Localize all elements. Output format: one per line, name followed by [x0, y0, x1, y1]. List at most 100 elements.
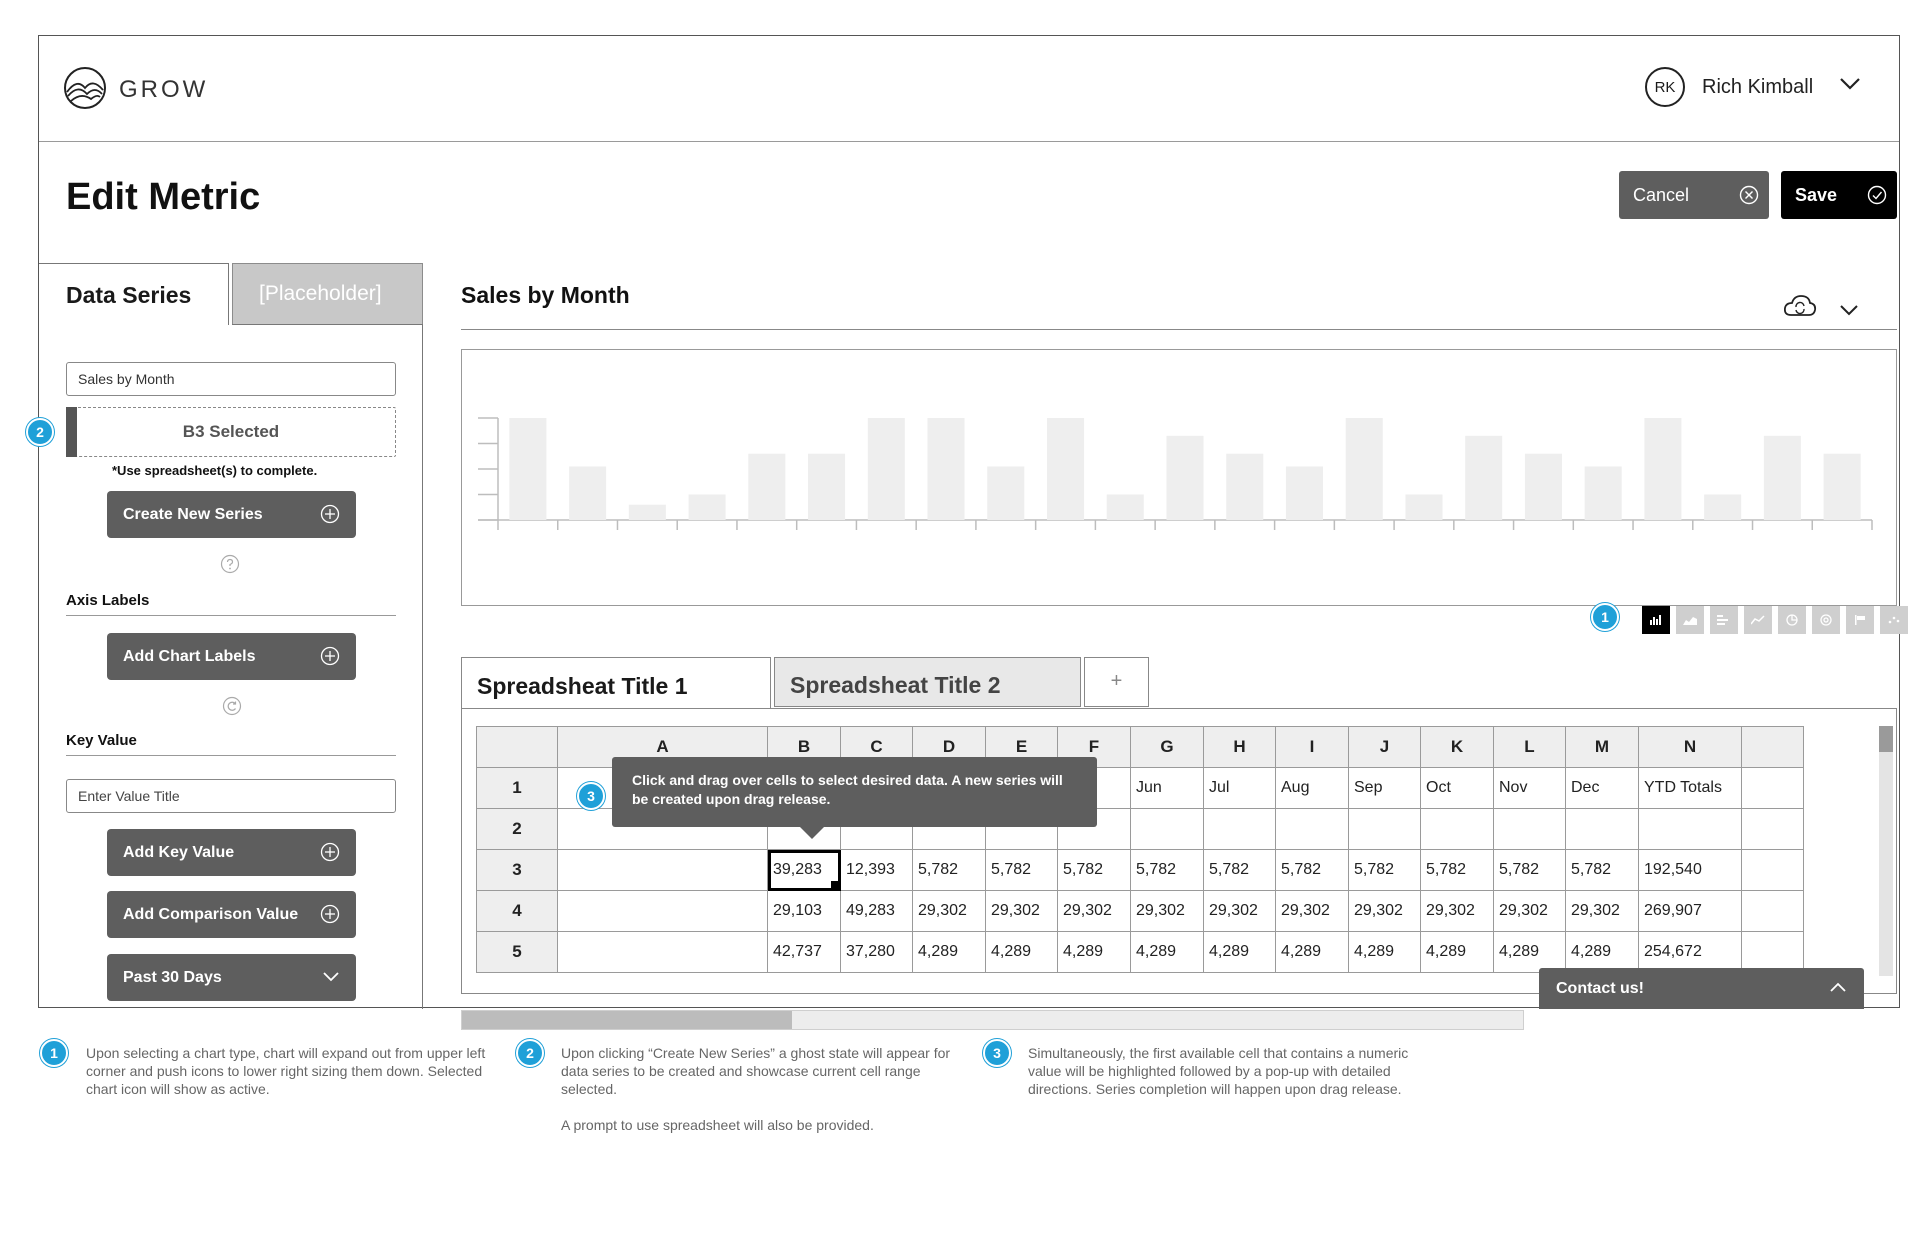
table-cell[interactable]: 4,289 [1130, 931, 1204, 973]
corner-cell[interactable] [476, 726, 558, 768]
table-cell[interactable]: 4,289 [912, 931, 986, 973]
table-cell[interactable]: Sep [1348, 767, 1421, 809]
donut-chart-icon[interactable] [1812, 606, 1840, 634]
table-cell[interactable]: 49,283 [840, 890, 913, 932]
table-cell[interactable]: 4,289 [1057, 931, 1131, 973]
horizontal-scrollbar[interactable] [461, 1010, 1524, 1030]
cloud-sync-icon[interactable] [1783, 294, 1817, 318]
table-cell[interactable] [557, 890, 768, 932]
table-cell[interactable] [1741, 931, 1804, 973]
add-sheet-tab-button[interactable]: + [1084, 657, 1149, 707]
row-header[interactable]: 2 [476, 808, 558, 850]
table-cell[interactable]: 29,302 [1348, 890, 1421, 932]
horizontal-scrollbar-thumb[interactable] [462, 1011, 792, 1029]
user-name[interactable]: Rich Kimball [1702, 76, 1814, 98]
table-cell[interactable]: 5,782 [1275, 849, 1349, 891]
table-cell[interactable] [1275, 808, 1349, 850]
table-cell[interactable] [1203, 808, 1276, 850]
table-cell[interactable]: 5,782 [1130, 849, 1204, 891]
table-cell[interactable]: 29,103 [767, 890, 841, 932]
table-cell[interactable] [1493, 808, 1566, 850]
table-cell[interactable]: Oct [1420, 767, 1494, 809]
create-new-series-button[interactable]: Create New Series [107, 491, 356, 538]
row-header[interactable]: 3 [476, 849, 558, 891]
table-cell[interactable]: 29,302 [1493, 890, 1566, 932]
table-cell[interactable] [1741, 808, 1804, 850]
save-button[interactable]: Save [1781, 171, 1897, 219]
table-cell[interactable]: 5,782 [1420, 849, 1494, 891]
column-header[interactable]: L [1493, 726, 1566, 768]
table-cell[interactable] [1348, 808, 1421, 850]
table-cell[interactable]: 4,289 [985, 931, 1058, 973]
table-cell[interactable]: 5,782 [1203, 849, 1276, 891]
table-cell[interactable]: 4,289 [1348, 931, 1421, 973]
table-cell[interactable]: 5,782 [1348, 849, 1421, 891]
table-cell[interactable] [1741, 849, 1804, 891]
table-cell[interactable] [1741, 890, 1804, 932]
column-header[interactable]: I [1275, 726, 1349, 768]
table-cell[interactable] [1565, 808, 1639, 850]
flag-icon[interactable] [1846, 606, 1874, 634]
bar-chart-icon[interactable] [1642, 606, 1670, 634]
table-cell[interactable]: Aug [1275, 767, 1349, 809]
column-header[interactable] [1741, 726, 1804, 768]
sheet-tab-1[interactable]: Spreadsheat Title 1 [461, 657, 771, 709]
cancel-button[interactable]: Cancel [1619, 171, 1769, 219]
column-header[interactable]: N [1638, 726, 1742, 768]
scatter-icon[interactable] [1880, 606, 1908, 634]
table-cell[interactable]: 12,393 [840, 849, 913, 891]
table-cell[interactable] [1741, 767, 1804, 809]
date-range-select[interactable]: Past 30 Days [107, 954, 356, 1001]
table-cell[interactable]: 254,672 [1638, 931, 1742, 973]
column-header[interactable]: J [1348, 726, 1421, 768]
horizontal-bar-icon[interactable] [1710, 606, 1738, 634]
table-cell[interactable]: Jun [1130, 767, 1204, 809]
table-cell[interactable]: 42,737 [767, 931, 841, 973]
table-cell[interactable]: 5,782 [1565, 849, 1639, 891]
add-chart-labels-button[interactable]: Add Chart Labels [107, 633, 356, 680]
fill-handle[interactable] [831, 881, 840, 890]
sheet-tab-2[interactable]: Spreadsheat Title 2 [774, 657, 1081, 707]
vertical-scrollbar-thumb[interactable] [1879, 726, 1893, 752]
chevron-down-icon[interactable] [1839, 304, 1859, 316]
table-cell[interactable] [1638, 808, 1742, 850]
table-cell[interactable]: 29,302 [1130, 890, 1204, 932]
table-cell[interactable]: Nov [1493, 767, 1566, 809]
table-cell[interactable]: 29,302 [985, 890, 1058, 932]
table-cell[interactable] [1420, 808, 1494, 850]
table-cell[interactable]: 29,302 [1203, 890, 1276, 932]
table-cell[interactable]: 4,289 [1203, 931, 1276, 973]
table-cell[interactable]: 5,782 [985, 849, 1058, 891]
column-header[interactable]: M [1565, 726, 1639, 768]
table-cell[interactable] [557, 931, 768, 973]
table-cell[interactable]: 269,907 [1638, 890, 1742, 932]
table-cell[interactable]: 5,782 [1493, 849, 1566, 891]
add-comparison-value-button[interactable]: Add Comparison Value [107, 891, 356, 938]
refresh-icon[interactable] [222, 696, 242, 716]
help-icon[interactable] [220, 554, 240, 574]
table-cell[interactable]: 192,540 [1638, 849, 1742, 891]
table-cell[interactable]: 29,302 [1275, 890, 1349, 932]
avatar[interactable]: RK [1645, 67, 1685, 107]
table-cell[interactable]: YTD Totals [1638, 767, 1742, 809]
column-header[interactable]: H [1203, 726, 1276, 768]
table-cell[interactable]: 4,289 [1493, 931, 1566, 973]
series-name-input[interactable]: Sales by Month [66, 362, 396, 396]
table-cell[interactable]: 5,782 [1057, 849, 1131, 891]
column-header[interactable]: K [1420, 726, 1494, 768]
table-cell[interactable]: 4,289 [1275, 931, 1349, 973]
table-cell[interactable]: 29,302 [912, 890, 986, 932]
tab-data-series[interactable]: Data Series [39, 263, 229, 325]
area-chart-icon[interactable] [1676, 606, 1704, 634]
row-header[interactable]: 5 [476, 931, 558, 973]
table-cell[interactable]: Dec [1565, 767, 1639, 809]
contact-us-button[interactable]: Contact us! [1539, 968, 1864, 1009]
table-cell[interactable] [557, 849, 768, 891]
pie-chart-icon[interactable] [1778, 606, 1806, 634]
table-cell[interactable]: 4,289 [1565, 931, 1639, 973]
table-cell[interactable]: 29,302 [1565, 890, 1639, 932]
table-cell[interactable] [1130, 808, 1204, 850]
add-key-value-button[interactable]: Add Key Value [107, 829, 356, 876]
table-cell[interactable]: 29,302 [1420, 890, 1494, 932]
line-chart-icon[interactable] [1744, 606, 1772, 634]
